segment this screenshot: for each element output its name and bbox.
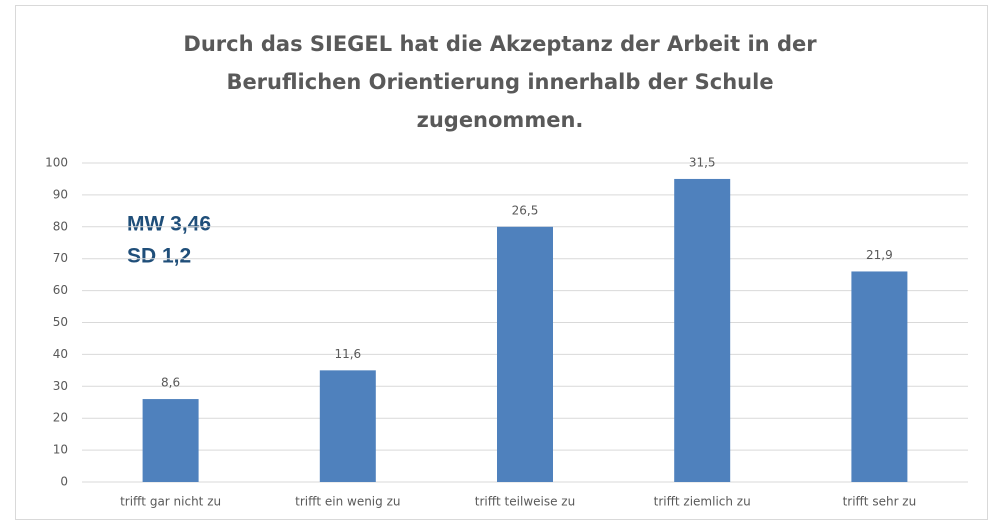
data-label: 11,6 bbox=[334, 347, 361, 361]
y-tick-label: 60 bbox=[53, 283, 68, 297]
y-tick-label: 100 bbox=[45, 156, 68, 170]
chart-title: Beruflichen Orientierung innerhalb der S… bbox=[226, 70, 773, 94]
y-tick-label: 40 bbox=[53, 347, 68, 361]
data-label: 21,9 bbox=[866, 248, 893, 262]
data-label: 8,6 bbox=[161, 376, 180, 390]
x-tick-label: trifft teilweise zu bbox=[475, 495, 575, 509]
y-tick-label: 90 bbox=[53, 187, 68, 201]
bar bbox=[674, 178, 731, 482]
annotation: SD 1,2 bbox=[127, 245, 191, 268]
x-tick-label: trifft ziemlich zu bbox=[654, 495, 751, 509]
x-tick-label: trifft sehr zu bbox=[843, 495, 917, 509]
y-tick-label: 70 bbox=[53, 251, 68, 265]
y-tick-label: 0 bbox=[60, 475, 68, 489]
y-tick-label: 80 bbox=[53, 219, 68, 233]
x-tick-label: trifft ein wenig zu bbox=[295, 495, 400, 509]
y-tick-label: 50 bbox=[53, 315, 68, 329]
bar bbox=[851, 271, 908, 482]
chart-title: zugenommen. bbox=[417, 108, 584, 132]
y-tick-label: 20 bbox=[53, 411, 68, 425]
data-label: 31,5 bbox=[689, 155, 716, 169]
bar bbox=[497, 226, 553, 482]
y-tick-label: 10 bbox=[53, 443, 68, 457]
chart-title: Durch das SIEGEL hat die Akzeptanz der A… bbox=[183, 32, 817, 56]
bar bbox=[319, 370, 376, 482]
y-tick-label: 30 bbox=[53, 379, 68, 393]
x-tick-label: trifft gar nicht zu bbox=[120, 495, 221, 509]
bar bbox=[142, 399, 199, 482]
annotation: MW 3,46 bbox=[127, 213, 211, 236]
data-label: 26,5 bbox=[512, 203, 539, 217]
